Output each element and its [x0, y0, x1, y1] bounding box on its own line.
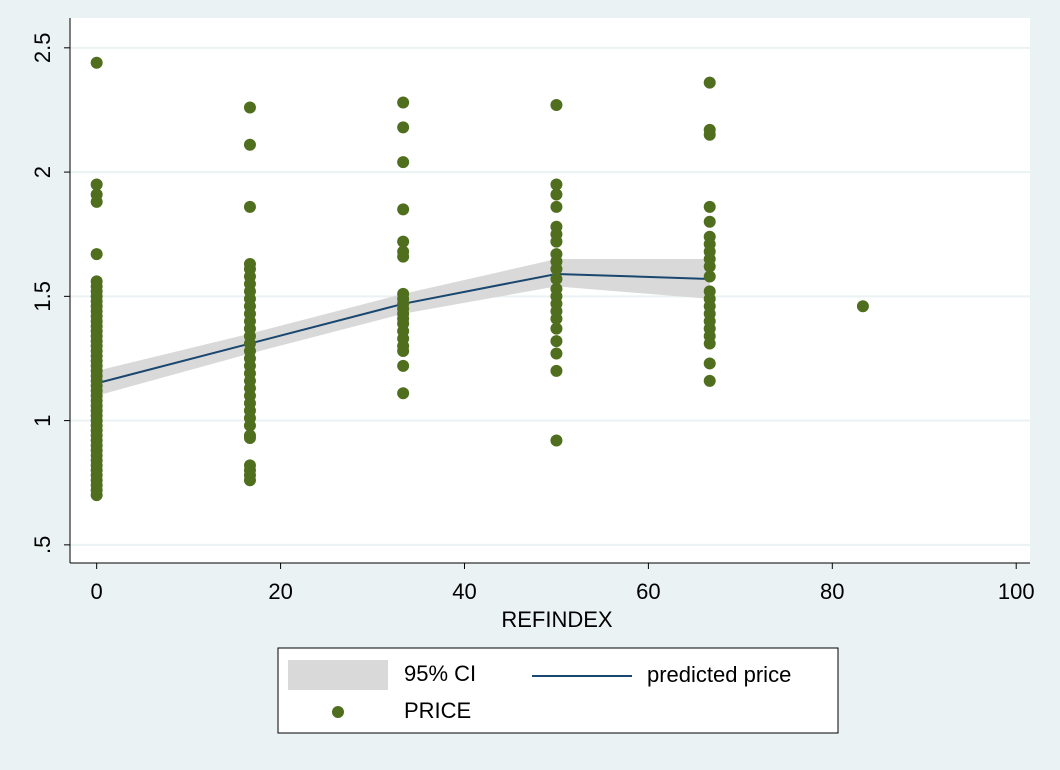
point — [703, 337, 716, 350]
ci-band — [96, 259, 710, 396]
point — [550, 98, 563, 111]
y-tick-label: 2 — [30, 166, 55, 178]
legend-label: 95% CI — [404, 661, 476, 686]
y-tick-label: 1.5 — [30, 281, 55, 312]
point — [550, 188, 563, 201]
y-tick-label: 1 — [30, 414, 55, 426]
point — [90, 489, 103, 502]
point — [90, 248, 103, 261]
x-tick-label: 20 — [268, 579, 292, 604]
y-tick-label: 2.5 — [30, 33, 55, 64]
point — [703, 374, 716, 387]
point — [856, 300, 869, 313]
plot-region — [70, 18, 1030, 563]
point — [243, 200, 256, 213]
point — [90, 178, 103, 191]
point — [550, 322, 563, 335]
point — [703, 215, 716, 228]
point — [243, 431, 256, 444]
marks — [90, 56, 869, 502]
x-tick-label: 0 — [91, 579, 103, 604]
x-tick-label: 80 — [820, 579, 844, 604]
point — [397, 96, 410, 109]
point — [550, 178, 563, 191]
point — [703, 270, 716, 283]
legend-entries: 95% CI predicted price PRICE — [288, 660, 791, 723]
axes: .5 1 1.5 2 2.5 0 20 40 60 80 100 — [30, 33, 1035, 604]
point — [550, 272, 563, 285]
point — [550, 347, 563, 360]
point — [550, 364, 563, 377]
point — [243, 138, 256, 151]
y-tick-label: .5 — [30, 536, 55, 554]
x-axis-label: REFINDEX — [501, 607, 613, 632]
x-tick-label: 40 — [452, 579, 476, 604]
point — [90, 195, 103, 208]
x-tick-label: 60 — [636, 579, 660, 604]
legend-label: predicted price — [647, 662, 791, 687]
legend-swatch — [288, 660, 388, 690]
point — [397, 359, 410, 372]
point — [703, 260, 716, 273]
point — [90, 56, 103, 69]
point — [550, 263, 563, 276]
point — [703, 76, 716, 89]
point — [550, 335, 563, 348]
grid — [70, 46, 1030, 546]
point — [550, 200, 563, 213]
point — [243, 101, 256, 114]
point — [703, 128, 716, 141]
legend-swatch — [332, 706, 344, 718]
point — [397, 235, 410, 248]
point — [397, 345, 410, 358]
point — [703, 357, 716, 370]
point — [243, 474, 256, 487]
legend-label: PRICE — [404, 698, 471, 723]
x-tick-label: 100 — [998, 579, 1035, 604]
point — [243, 419, 256, 432]
point — [550, 434, 563, 447]
point — [397, 203, 410, 216]
point — [397, 387, 410, 400]
point — [550, 312, 563, 325]
point — [703, 200, 716, 213]
point — [550, 235, 563, 248]
point — [397, 250, 410, 263]
point — [397, 156, 410, 169]
point — [397, 121, 410, 134]
